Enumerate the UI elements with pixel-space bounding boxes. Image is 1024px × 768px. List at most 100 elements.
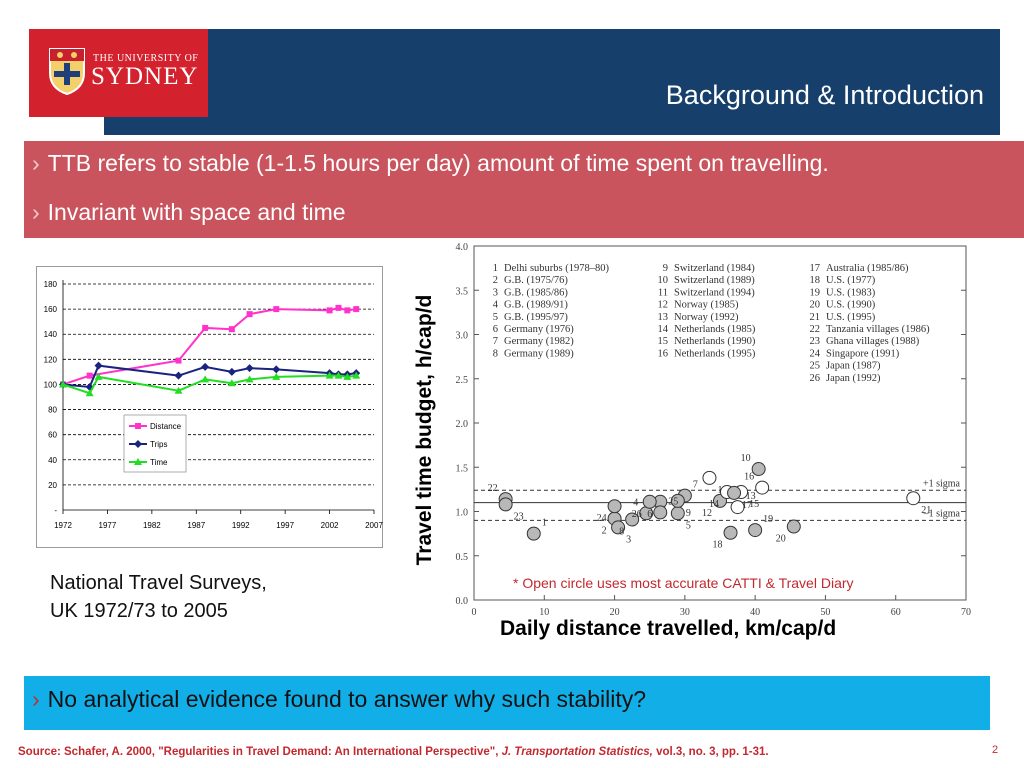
data-point [245,375,254,383]
legend-label: U.S. (1995) [826,312,876,323]
point-label: 26 [632,509,642,520]
x-tick-label: 60 [891,607,901,618]
data-point [653,505,668,520]
x-tick-label: 1982 [143,521,161,530]
data-point [727,485,742,500]
y-tick-label: 160 [44,305,58,314]
legend-label: Switzerland (1984) [674,263,755,274]
university-logo[interactable]: THE UNIVERSITY OF SYDNEY [29,29,208,117]
y-tick-label: 60 [48,431,57,440]
data-point [730,500,745,515]
data-point [353,306,360,313]
legend-id: 13 [658,312,669,323]
bullet-item: › Invariant with space and time [32,199,346,226]
legend-label: Tanzania villages (1986) [826,324,930,335]
data-point [334,371,343,379]
point-label: 2 [602,526,607,537]
legend-id: 7 [493,336,498,347]
point-label: 18 [713,540,723,551]
legend-label: Germany (1982) [504,336,574,347]
page-number: 2 [992,744,999,756]
legend-label: Trips [150,440,167,449]
legend-id: 17 [810,263,821,274]
legend-id: 8 [493,348,498,359]
data-point [326,307,333,314]
legend-id: 15 [658,336,669,347]
y-tick-label: 120 [44,355,58,364]
x-tick-label: 30 [680,607,690,618]
bullet-item: › TTB refers to stable (1-1.5 hours per d… [32,150,829,177]
data-point [526,526,541,541]
data-point [59,380,67,388]
chart-border [36,266,383,548]
point-label: 10 [741,453,751,464]
x-axis-label: Daily distance travelled, km/cap/d [500,617,837,640]
data-point [135,423,141,429]
data-point [174,386,183,394]
y-tick-label: 3.0 [456,331,469,342]
data-point [85,389,94,397]
data-point [906,491,921,506]
data-point [85,382,94,391]
x-tick-label: 1977 [99,521,117,530]
chevron-right-icon: › [32,150,40,176]
legend-label: U.S. (1977) [826,275,876,286]
point-label: 9 [686,508,691,519]
data-point [228,326,235,333]
legend-label: Australia (1985/86) [826,263,909,274]
data-point [344,307,351,314]
x-tick-label: 20 [610,607,620,618]
uk-travel-trend-chart: - 20 40 60 80 100 120 140 160 180 1972 1977 1982 1987… [36,266,383,548]
data-point [94,372,103,380]
legend-label: Germany (1989) [504,348,574,359]
legend-id: 5 [493,312,498,323]
legend-label: U.S. (1983) [826,287,876,298]
legend-id: 1 [493,263,498,274]
chart-note: * Open circle uses most accurate CATTI &… [513,575,854,591]
data-point [246,311,253,318]
y-tick-label: 0.0 [456,596,469,607]
data-point [201,375,210,383]
x-tick-label: 1972 [54,521,72,530]
data-point [94,361,103,370]
x-tick-label: 2002 [321,521,339,530]
legend-id: 23 [810,336,821,347]
data-point [670,506,685,521]
y-tick-label: 20 [48,481,57,490]
data-point [723,525,738,540]
data-point [625,512,640,527]
citation-text: Source: Schafer, A. 2000, "Regularities … [18,746,502,758]
x-tick-label: 10 [539,607,549,618]
legend-label: Switzerland (1994) [674,287,755,298]
y-tick-label: 1.5 [456,463,469,474]
legend-id: 10 [658,275,669,286]
legend-label: Japan (1987) [826,361,881,372]
legend-id: 20 [810,300,821,311]
legend-id: 24 [810,348,821,359]
point-label: 6 [647,509,652,520]
reference-label: –1 sigma [923,508,961,519]
point-label: 5 [686,520,691,531]
legend-label: Norway (1985) [674,300,739,311]
data-point [201,362,210,371]
series-time [59,371,361,397]
point-label: 3 [626,534,631,545]
page-title: Background & Introduction [665,80,984,110]
logo-wordmark: SYDNEY [91,63,199,90]
data-point [343,372,352,380]
bullet-item: › No analytical evidence found to answer … [32,686,646,713]
legend-label: G.B. (1989/91) [504,300,568,311]
header-bar [104,29,1000,135]
point-label: 12 [702,508,712,519]
y-axis-label: Travel time budget, h/cap/d [413,294,436,566]
data-point [325,371,334,379]
data-point [175,357,182,364]
legend-id: 3 [493,287,498,298]
legend-id: 9 [663,263,668,274]
legend-label: Netherlands (1985) [674,324,756,335]
data-point [786,519,801,534]
chevron-right-icon: › [32,686,40,712]
point-label: 14 [709,499,719,510]
x-tick-label: 2007 [365,521,383,530]
x-tick-label: 1997 [276,521,294,530]
